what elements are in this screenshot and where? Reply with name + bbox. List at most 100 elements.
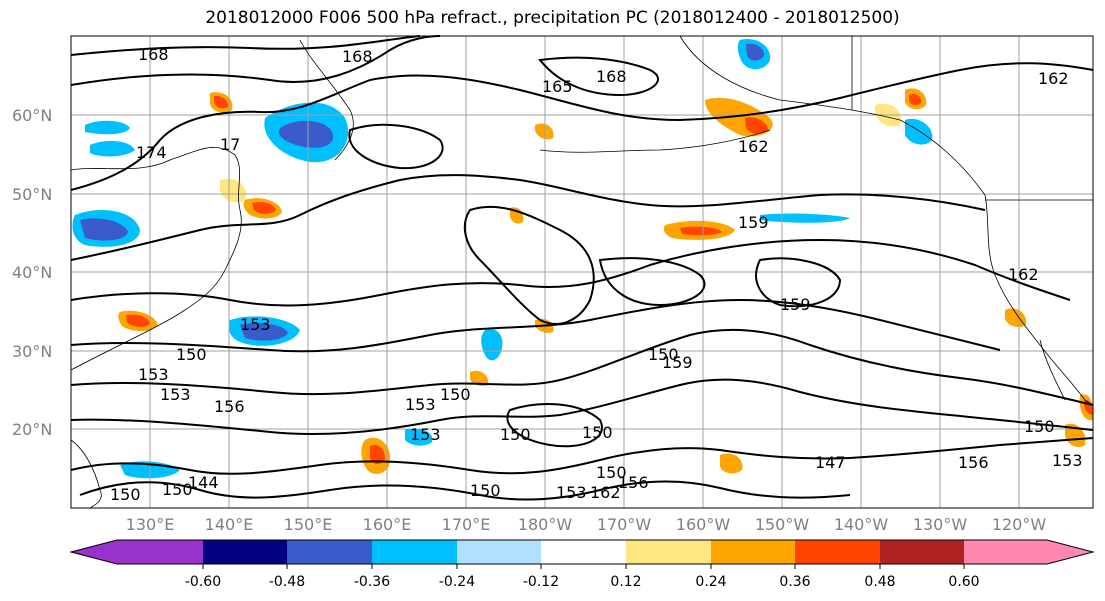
- coastline-baja: [1039, 339, 1066, 401]
- colorbar-tick-label: 0.24: [695, 574, 726, 590]
- blue-patch: [405, 428, 433, 446]
- longitude-axis: 130°E 140°E 150°E 160°E 170°E 180°W 170°…: [126, 515, 1047, 534]
- contour-label: 168: [596, 67, 627, 86]
- contour-label: 153: [160, 385, 191, 404]
- colorbar-ticks: [202, 564, 965, 569]
- lat-label-30n: 30°N: [12, 342, 52, 361]
- contour-label: 150: [162, 480, 193, 499]
- red-patch: [252, 201, 276, 214]
- colorbar-tick-label: -0.48: [269, 574, 305, 590]
- lat-label-20n: 20°N: [12, 420, 52, 439]
- contour-label: 159: [738, 213, 769, 232]
- orange-patch: [535, 123, 554, 140]
- colorbar-segment: [880, 540, 964, 564]
- lat-label-60n: 60°N: [12, 106, 52, 125]
- contour-label: 153: [240, 315, 271, 334]
- colorbar-segment: [287, 540, 372, 564]
- orange-patch: [1005, 308, 1027, 328]
- colorbar-tick-label: 0.12: [610, 574, 641, 590]
- colorbar-tick-label: -0.12: [523, 574, 559, 590]
- contour-label: 168: [138, 45, 169, 64]
- contour-label: 174: [136, 143, 167, 162]
- lat-label-50n: 50°N: [12, 185, 52, 204]
- contour-label: 150: [470, 481, 501, 500]
- colorbar-segment: [372, 540, 457, 564]
- colorbar-extend-right: [1047, 540, 1093, 564]
- latitude-axis: 60°N 50°N 40°N 30°N 20°N: [12, 106, 52, 439]
- lon-label: 170°E: [442, 515, 491, 534]
- contour-label: 168: [342, 47, 373, 66]
- coastline-namerica: [984, 194, 1094, 406]
- dark-blue-patch: [279, 120, 333, 148]
- colorbar-tick-label: -0.24: [439, 574, 475, 590]
- red-patch: [909, 93, 922, 106]
- dark-blue-patch: [240, 322, 288, 341]
- orange-patch: [720, 453, 743, 474]
- lon-label: 180°W: [518, 515, 573, 534]
- lon-label: 120°W: [992, 515, 1047, 534]
- coastlines: [70, 35, 1094, 509]
- blue-patch: [481, 328, 503, 361]
- contour-label: 150: [582, 423, 613, 442]
- lon-label: 160°E: [363, 515, 412, 534]
- lon-label: 160°W: [676, 515, 731, 534]
- colorbar-tick-label: -0.36: [354, 574, 390, 590]
- contour-lines: [70, 35, 1094, 501]
- colorbar-tick-label: 0.36: [779, 574, 810, 590]
- colorbar-segment: [457, 540, 541, 564]
- lon-label: 130°W: [913, 515, 968, 534]
- blue-patch: [90, 140, 135, 157]
- orange-patch: [470, 370, 489, 387]
- colorbar-segment: [626, 540, 711, 564]
- contour-label: 150: [648, 345, 679, 364]
- contour-label: 153: [556, 483, 587, 502]
- coastline-kamchatka: [299, 39, 354, 161]
- contour-label: 153: [138, 365, 169, 384]
- contour-label: 150: [1024, 417, 1055, 436]
- contour-label: 159: [662, 353, 693, 372]
- contour-label: 162: [1008, 265, 1039, 284]
- contour-label: 156: [958, 453, 989, 472]
- red-patch: [214, 95, 229, 109]
- contour-label: 150: [596, 463, 627, 482]
- colorbar-segment: [203, 540, 287, 564]
- blue-patch: [905, 118, 933, 145]
- dark-blue-patch: [746, 43, 765, 61]
- contour-label: 153: [405, 395, 436, 414]
- contour-label: 17: [220, 135, 240, 154]
- lon-label: 140°E: [205, 515, 254, 534]
- red-patch: [680, 226, 722, 236]
- contour-label: 162: [1038, 69, 1069, 88]
- colorbar-tick-label: 0.60: [948, 574, 979, 590]
- contour-label: 165: [542, 77, 573, 96]
- map-panel: 168 168 168 165 162 174 17 162 159 159 1…: [70, 35, 1094, 509]
- colorbar: -0.60 -0.48 -0.36 -0.24 -0.12 0.12 0.24 …: [69, 539, 1095, 590]
- lon-label: 150°W: [755, 515, 810, 534]
- red-patch: [126, 314, 150, 327]
- precip-patches: [72, 39, 1093, 479]
- colorbar-segment: [964, 540, 1047, 564]
- colorbar-segment: [711, 540, 795, 564]
- lon-label: 170°W: [597, 515, 652, 534]
- contour-label: 150: [110, 485, 141, 504]
- red-patch: [745, 117, 768, 134]
- contour-label: 153: [410, 425, 441, 444]
- red-patch: [370, 444, 386, 464]
- coastline-alaska: [679, 35, 986, 196]
- colorbar-tick-label: -0.60: [185, 574, 221, 590]
- contour-label: 150: [440, 385, 471, 404]
- blue-patch: [85, 120, 130, 135]
- colorbar-segment: [795, 540, 880, 564]
- colorbar-extend-left: [71, 540, 117, 564]
- contour-label: 162: [590, 483, 621, 502]
- contour-label-group: 168 168 168 165 162 174 17 162 159 159 1…: [110, 45, 1083, 504]
- dark-blue-patch: [80, 218, 128, 241]
- contour-label: 156: [618, 473, 649, 492]
- coastline-aleutian: [539, 129, 771, 153]
- contour-label: 156: [214, 397, 245, 416]
- contour-label: 162: [738, 137, 769, 156]
- lon-label: 140°W: [834, 515, 889, 534]
- lat-label-40n: 40°N: [12, 263, 52, 282]
- contour-label: 147: [815, 453, 846, 472]
